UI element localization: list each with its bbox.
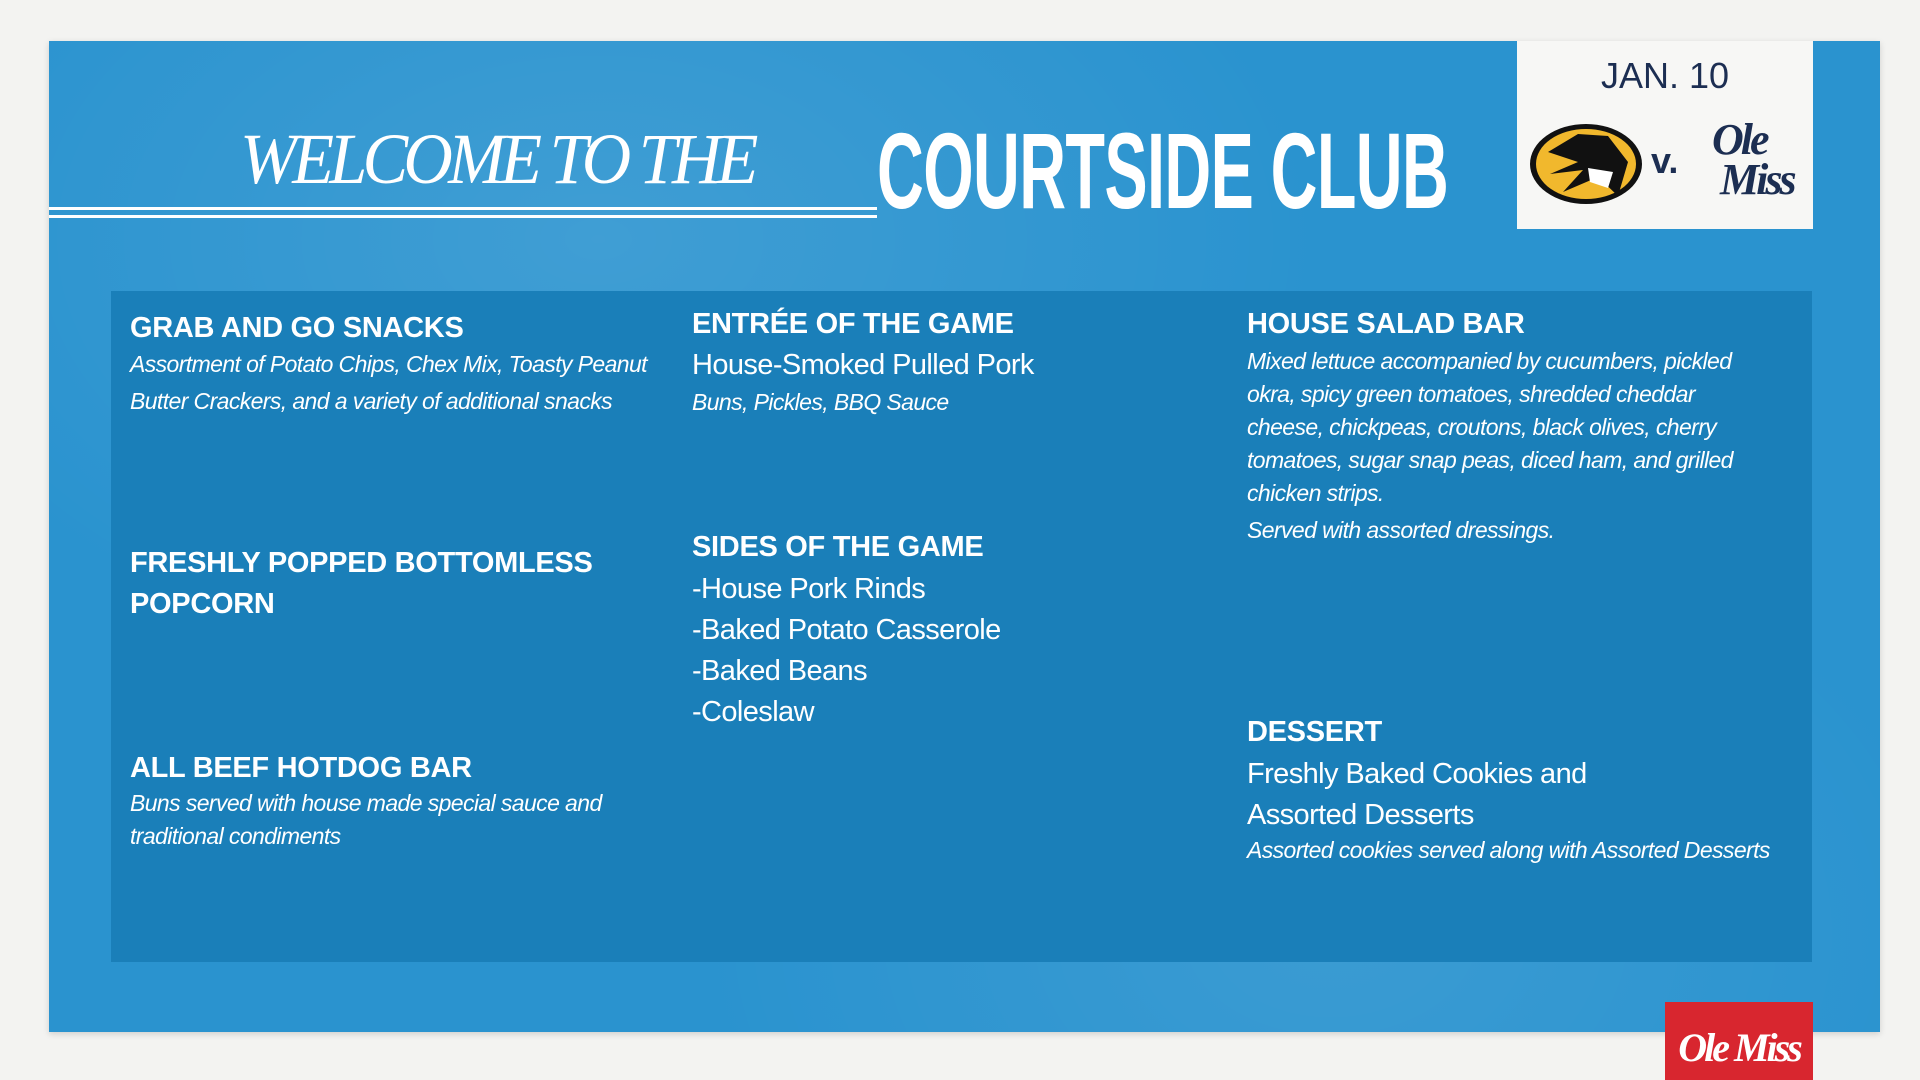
section-desc: Buns served with house made special sauc… xyxy=(130,790,602,816)
section-title-sides: SIDES OF THE GAME xyxy=(692,531,984,563)
section-desc: tomatoes, sugar snap peas, diced ham, an… xyxy=(1247,447,1733,473)
side-item: -Baked Potato Casserole xyxy=(692,614,1001,646)
section-desc: Buns, Pickles, BBQ Sauce xyxy=(692,389,949,415)
side-item: -House Pork Rinds xyxy=(692,573,926,605)
section-title-hotdog: ALL BEEF HOTDOG BAR xyxy=(130,752,472,784)
side-item: -Coleslaw xyxy=(692,696,815,728)
section-desc: traditional condiments xyxy=(130,823,341,849)
page-title: COURTSIDE CLUB xyxy=(877,110,1449,231)
side-item: -Baked Beans xyxy=(692,655,868,687)
section-title-entree: ENTRÉE OF THE GAME xyxy=(692,308,1014,340)
section-desc: Assorted cookies served along with Assor… xyxy=(1247,837,1770,863)
menu-panel xyxy=(111,291,1812,962)
versus-label: v. xyxy=(1651,140,1679,181)
game-date: JAN. 10 xyxy=(1600,55,1730,96)
section-title-grab-and-go: GRAB AND GO SNACKS xyxy=(130,312,464,344)
entree-item: House-Smoked Pulled Pork xyxy=(692,349,1034,381)
divider-line xyxy=(49,207,877,210)
section-title-salad: HOUSE SALAD BAR xyxy=(1247,308,1525,340)
section-title-dessert: DESSERT xyxy=(1247,716,1382,748)
ole-miss-footer-logo: Ole Miss xyxy=(1665,1002,1813,1080)
section-desc: okra, spicy green tomatoes, shredded che… xyxy=(1247,381,1696,407)
section-desc: chicken strips. xyxy=(1247,480,1384,506)
section-desc: cheese, chickpeas, croutons, black olive… xyxy=(1247,414,1717,440)
dessert-item: Assorted Desserts xyxy=(1247,799,1474,831)
section-desc: Mixed lettuce accompanied by cucumbers, … xyxy=(1247,348,1732,374)
section-title-popcorn: POPCORN xyxy=(130,588,275,620)
divider-line xyxy=(49,215,877,218)
section-title-popcorn: FRESHLY POPPED BOTTOMLESS xyxy=(130,547,593,579)
section-desc: Butter Crackers, and a variety of additi… xyxy=(130,388,613,414)
dessert-item: Freshly Baked Cookies and xyxy=(1247,758,1587,790)
ole-miss-logo: Ole Miss xyxy=(1712,115,1797,204)
section-desc: Assortment of Potato Chips, Chex Mix, To… xyxy=(130,351,648,377)
welcome-heading: WELCOME TO THE xyxy=(240,119,758,199)
missouri-tiger-logo xyxy=(1530,124,1642,204)
section-desc: Served with assorted dressings. xyxy=(1247,517,1555,543)
